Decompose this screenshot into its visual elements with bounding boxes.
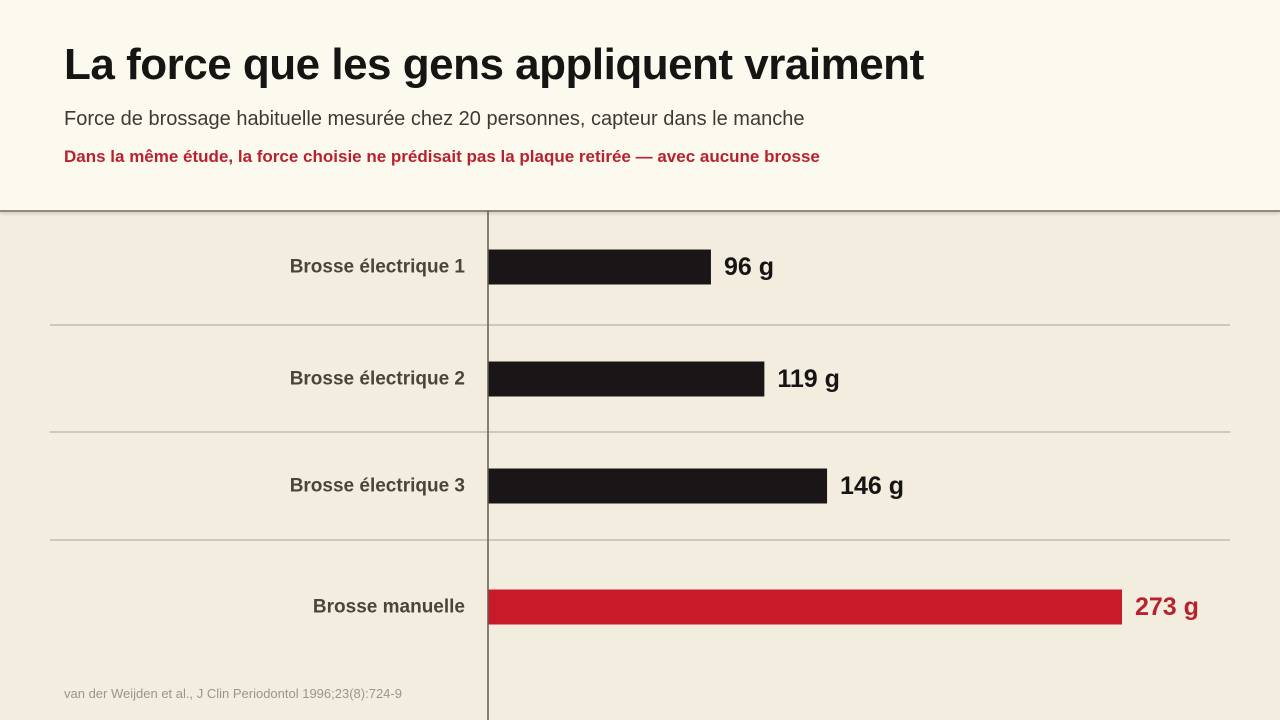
page-title: La force que les gens appliquent vraimen…	[64, 40, 924, 89]
bar	[488, 468, 828, 504]
page-subtitle: Force de brossage habituelle mesurée che…	[64, 108, 805, 130]
category-label: Brosse électrique 3	[290, 476, 465, 497]
highlight-note: Dans la même étude, la force choisie ne …	[64, 147, 820, 166]
bar-highlight	[488, 589, 1122, 625]
header-panel: La force que les gens appliquent vraimen…	[0, 0, 1280, 212]
value-label: 119 g	[777, 365, 840, 393]
category-label: Brosse électrique 1	[290, 257, 466, 278]
value-label: 273 g	[1135, 593, 1199, 621]
category-label: Brosse manuelle	[313, 597, 465, 618]
source-citation: van der Weijden et al., J Clin Periodont…	[64, 686, 402, 701]
value-label: 96 g	[724, 253, 774, 281]
category-label: Brosse électrique 2	[290, 369, 465, 390]
value-label: 146 g	[840, 472, 904, 500]
bar	[488, 361, 765, 397]
bar	[488, 249, 711, 285]
